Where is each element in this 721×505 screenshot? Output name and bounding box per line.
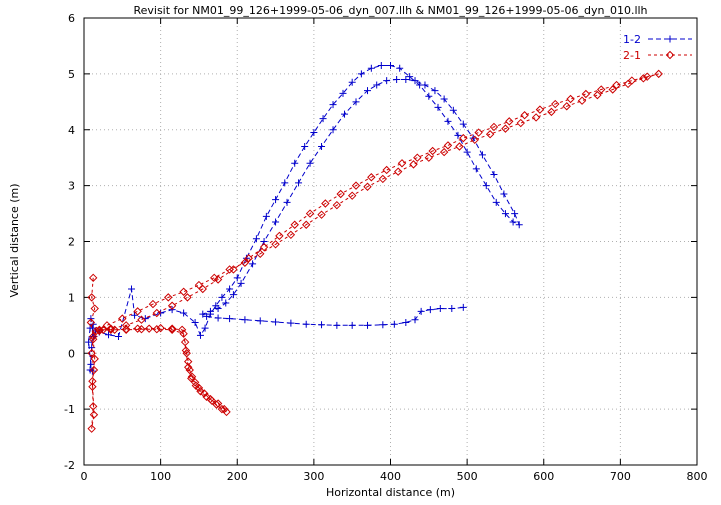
svg-text:2: 2 xyxy=(68,236,75,249)
svg-text:400: 400 xyxy=(380,470,401,483)
y-axis-label: Vertical distance (m) xyxy=(8,183,21,298)
legend-sample-line-series-2 xyxy=(648,50,692,60)
legend-label-series-2: 2-1 xyxy=(623,48,641,62)
series-line-2-1 xyxy=(90,73,659,429)
grid-lines xyxy=(83,17,698,466)
legend-item-series-1: 1-2 xyxy=(623,31,693,47)
legend: 1-2 2-1 xyxy=(623,31,693,63)
svg-text:700: 700 xyxy=(610,470,631,483)
svg-text:3: 3 xyxy=(68,180,75,193)
tick-labels: 0 100 200 300 400 500 600 700 800 -2 -1 0 1 2 3 4 5 6 xyxy=(64,12,707,483)
svg-text:800: 800 xyxy=(687,470,708,483)
svg-text:300: 300 xyxy=(303,470,324,483)
svg-text:-2: -2 xyxy=(64,459,75,472)
svg-text:4: 4 xyxy=(68,124,75,137)
svg-text:0: 0 xyxy=(68,347,75,360)
svg-text:5: 5 xyxy=(68,68,75,81)
plot-border xyxy=(83,17,698,466)
series-1-2 xyxy=(85,61,523,375)
legend-item-series-2: 2-1 xyxy=(623,47,693,63)
x-axis-label: Horizontal distance (m) xyxy=(325,486,456,499)
series-line-1-2 xyxy=(88,65,521,372)
svg-text:1: 1 xyxy=(68,291,75,304)
svg-text:-1: -1 xyxy=(64,403,75,416)
svg-text:6: 6 xyxy=(68,12,75,25)
svg-text:600: 600 xyxy=(533,470,554,483)
legend-sample-line-series-1 xyxy=(648,35,692,43)
legend-label-series-1: 1-2 xyxy=(623,32,641,46)
svg-text:0: 0 xyxy=(81,470,88,483)
axis-ticks xyxy=(83,17,698,466)
svg-text:200: 200 xyxy=(227,470,248,483)
svg-text:100: 100 xyxy=(150,470,171,483)
svg-text:500: 500 xyxy=(457,470,478,483)
series-2-1 xyxy=(86,69,663,433)
chart-title: Revisit for NM01_99_126+1999-05-06_dyn_0… xyxy=(133,4,648,17)
